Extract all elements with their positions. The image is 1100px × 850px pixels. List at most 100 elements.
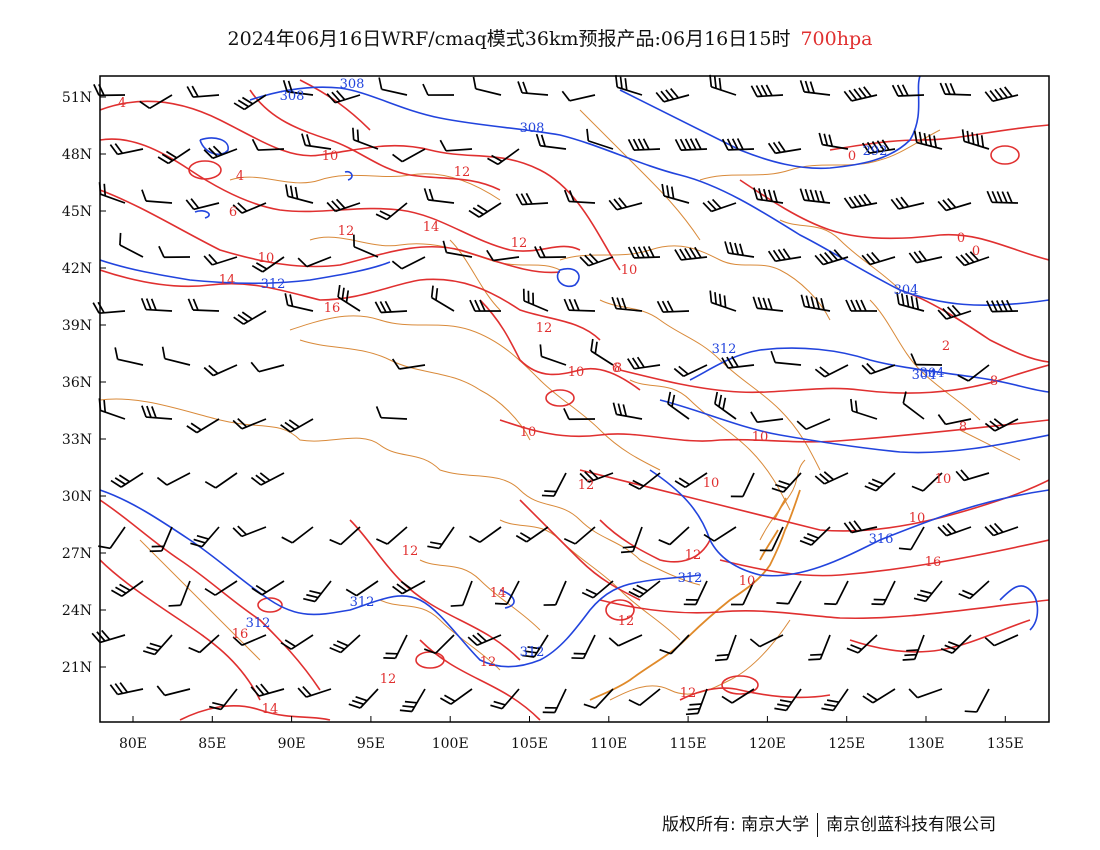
- footer-separator: [817, 813, 819, 837]
- wind-barb: [721, 356, 755, 369]
- wind-barb: [329, 634, 361, 654]
- wind-barb: [908, 250, 943, 264]
- wind-barb: [771, 472, 802, 493]
- temperature-label: 2: [942, 339, 950, 354]
- wind-barb: [724, 241, 755, 258]
- temperature-labels: 4 4 6 10 10 10 12 12 12 14 14 16 10 12 10 8 10 6 12 12 14 12 1…: [118, 96, 998, 717]
- wind-barb: [186, 418, 220, 434]
- wind-barb: [93, 83, 126, 97]
- wind-barb: [614, 75, 643, 96]
- wind-barb: [750, 411, 784, 424]
- temperature-label: 12: [680, 686, 697, 701]
- height-label: 292: [863, 144, 888, 159]
- wind-barb: [232, 525, 267, 538]
- temperature-label: 6: [612, 361, 620, 376]
- wind-barb: [422, 83, 455, 96]
- wind-barb: [674, 246, 708, 261]
- lat-tick-label: 33N: [62, 432, 92, 448]
- wind-barb: [109, 682, 144, 696]
- wind-barb: [203, 145, 238, 160]
- wind-barb: [984, 418, 1019, 432]
- wind-barb: [709, 74, 737, 96]
- wind-barb: [515, 192, 549, 206]
- height-label: 308: [340, 77, 365, 92]
- wind-barb: [469, 299, 502, 312]
- wind-barb: [911, 472, 943, 492]
- wind-barb: [730, 472, 755, 498]
- lat-tick-label: 42N: [62, 261, 92, 277]
- wind-barb: [800, 294, 831, 312]
- temperature-label: 12: [578, 478, 595, 493]
- wind-barb: [673, 364, 708, 378]
- wind-barb: [542, 688, 567, 714]
- wind-barb: [251, 256, 285, 273]
- wind-barb: [937, 523, 972, 537]
- wind-barb: [326, 198, 361, 213]
- wind-barb: [843, 86, 878, 102]
- wind-barb: [752, 296, 784, 312]
- temperature-label: 12: [338, 224, 355, 239]
- wind-barb: [939, 82, 972, 96]
- height-label: 312: [520, 645, 545, 660]
- wind-barb: [250, 472, 285, 486]
- wind-barb: [232, 202, 267, 214]
- wind-barb: [439, 139, 473, 152]
- wind-barb: [209, 688, 238, 711]
- wind-barb: [301, 133, 332, 150]
- wind-barb: [714, 634, 737, 662]
- height-label: 312: [350, 595, 375, 610]
- wind-barb: [910, 353, 943, 366]
- wind-barb: [486, 249, 520, 262]
- temperature-label: 14: [262, 702, 279, 717]
- lon-tick-label: 130E: [908, 736, 945, 752]
- wind-barb: [450, 580, 473, 607]
- wind-barb: [190, 526, 220, 548]
- lat-tick-label: 51N: [62, 90, 92, 106]
- wind-barb: [730, 580, 755, 606]
- lat-tick-label: 30N: [62, 489, 92, 505]
- wind-barb: [186, 85, 220, 98]
- wind-barb: [539, 344, 567, 366]
- title-main: 2024年06月16日WRF/cmaq模式36km预报产品:06月16日15时: [227, 28, 791, 50]
- height-label: 312: [712, 342, 737, 357]
- wind-barb: [391, 358, 426, 370]
- height-label: 312: [261, 277, 286, 292]
- wind-barb: [427, 526, 455, 550]
- wind-barb: [685, 688, 708, 716]
- wind-barb: [902, 391, 925, 420]
- lat-tick-label: 45N: [62, 204, 92, 220]
- wind-barb: [353, 234, 379, 258]
- lon-tick-label: 85E: [198, 736, 226, 752]
- wind-barb: [233, 310, 267, 325]
- wind-barb: [814, 364, 849, 378]
- lat-tick-label: 48N: [62, 147, 92, 163]
- wind-barb: [571, 634, 596, 660]
- wind-barb: [92, 301, 126, 315]
- longitude-axis: 80E 85E 90E 95E 100E 105E 110E 115E 120E 125E 130E…: [119, 716, 1024, 752]
- wind-barb: [986, 190, 1019, 204]
- lat-tick-label: 21N: [62, 660, 92, 676]
- temperature-label: 0: [848, 149, 856, 164]
- lon-tick-label: 90E: [278, 736, 306, 752]
- wind-barb: [439, 688, 473, 705]
- wind-barb: [674, 472, 708, 489]
- temperature-label: 10: [258, 251, 275, 266]
- lon-tick-label: 95E: [357, 736, 385, 752]
- copyright-right: 南京创蓝科技有限公司: [826, 815, 997, 835]
- wind-barb: [203, 364, 238, 377]
- temperature-label: 0: [957, 231, 965, 246]
- height-contours: [100, 76, 1049, 668]
- wind-barb: [871, 580, 896, 606]
- wind-barb: [285, 184, 314, 204]
- wind-barb: [282, 79, 314, 96]
- wind-barb: [157, 148, 191, 165]
- wind-barb: [611, 296, 643, 312]
- wind-barb: [579, 469, 614, 483]
- wind-barb: [940, 634, 972, 654]
- wind-barb: [749, 634, 784, 648]
- wind-barb: [232, 417, 267, 430]
- wind-barb: [303, 580, 332, 603]
- temperature-label: 10: [322, 149, 339, 164]
- wind-barb: [902, 634, 925, 661]
- temperature-label: 14: [423, 220, 440, 235]
